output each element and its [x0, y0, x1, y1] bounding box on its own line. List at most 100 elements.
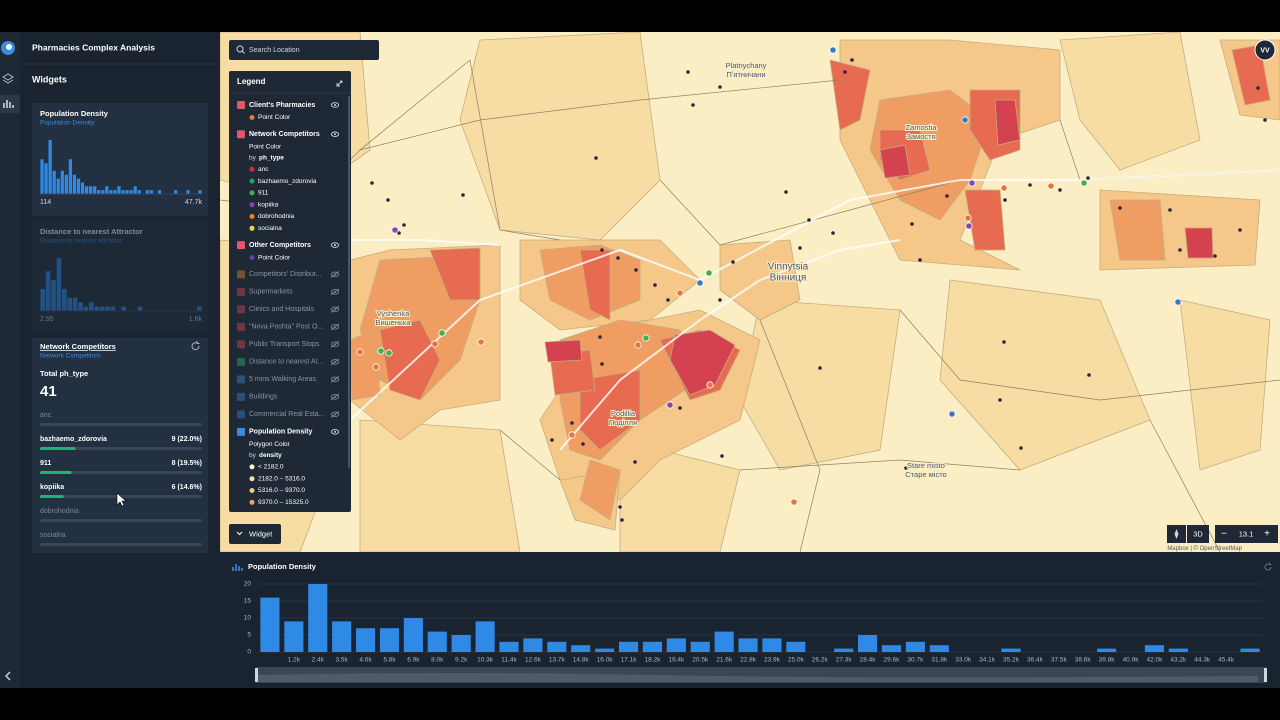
- pharmacy-dot: [385, 349, 393, 357]
- visibility-toggle[interactable]: [330, 429, 340, 435]
- visibility-toggle[interactable]: [330, 102, 340, 108]
- visibility-toggle[interactable]: [330, 306, 340, 313]
- bar[interactable]: [905, 641, 925, 652]
- layer-name[interactable]: Clinics and Hospitals: [249, 306, 314, 313]
- zoom-in[interactable]: +: [1264, 529, 1270, 540]
- widget-button[interactable]: [229, 524, 281, 544]
- mode-button[interactable]: [1187, 525, 1209, 543]
- bar[interactable]: [451, 635, 471, 652]
- bar[interactable]: [260, 597, 280, 652]
- layer-icon: [237, 357, 245, 366]
- x-tick-label: 26.2k: [812, 657, 829, 664]
- bar[interactable]: [834, 648, 854, 652]
- poi-dot: [731, 260, 735, 264]
- x-tick-label: 44.3k: [1194, 657, 1211, 664]
- style-label: Polygon Color: [249, 441, 291, 448]
- bar[interactable]: [1001, 648, 1021, 652]
- layer-name[interactable]: Competitors' Distribut...: [249, 271, 322, 278]
- visibility-toggle[interactable]: [330, 289, 340, 295]
- bar[interactable]: [762, 638, 782, 652]
- range-handle-left[interactable]: [255, 668, 258, 682]
- bar[interactable]: [332, 621, 352, 652]
- visibility-toggle[interactable]: [330, 242, 340, 248]
- bar[interactable]: [738, 638, 758, 652]
- bar[interactable]: [1168, 648, 1188, 652]
- bar[interactable]: [858, 635, 878, 652]
- mini-bar: [60, 170, 64, 194]
- bar[interactable]: [618, 641, 639, 652]
- collapse-button[interactable]: [5, 671, 11, 681]
- bar[interactable]: [571, 645, 591, 652]
- bar[interactable]: [1097, 648, 1117, 652]
- mini-bar: [93, 186, 97, 194]
- layer-name[interactable]: Buildings: [249, 394, 278, 401]
- range-handle-right[interactable]: [1264, 668, 1267, 682]
- bar[interactable]: [690, 641, 710, 652]
- x-tick-label: 5.8k: [383, 657, 396, 664]
- layer-name[interactable]: "Nova Poshta" Post O...: [249, 324, 323, 331]
- bar[interactable]: [642, 641, 662, 652]
- layer-name[interactable]: Population Density: [249, 429, 313, 436]
- layers-icon[interactable]: [2, 73, 14, 84]
- layer-name[interactable]: Supermarkets: [249, 289, 293, 296]
- layer-name[interactable]: Other Competitors: [249, 242, 311, 249]
- bar[interactable]: [547, 641, 567, 652]
- visibility-toggle[interactable]: [330, 324, 340, 330]
- bar[interactable]: [523, 638, 543, 652]
- widget-subtitle: Network Competitors: [40, 353, 101, 360]
- visibility-toggle[interactable]: [330, 271, 340, 278]
- category-name: socialna: [40, 532, 66, 539]
- layer-name[interactable]: Public Transport Stops: [249, 341, 320, 348]
- poi-dot: [998, 398, 1002, 402]
- legend-title: Legend: [237, 77, 266, 86]
- legend-swatch: [249, 488, 255, 493]
- avatar[interactable]: [1254, 39, 1276, 61]
- bar[interactable]: [427, 631, 447, 652]
- bar[interactable]: [499, 641, 519, 652]
- bar[interactable]: [786, 641, 806, 652]
- visibility-toggle[interactable]: [330, 131, 340, 138]
- poi-dot: [784, 190, 788, 194]
- refresh-icon[interactable]: [191, 341, 200, 351]
- poi-dot: [594, 156, 598, 160]
- bar[interactable]: [356, 628, 376, 652]
- layer-name[interactable]: Network Competitors: [249, 131, 320, 138]
- visibility-toggle[interactable]: [330, 411, 340, 418]
- layer-name[interactable]: 5 mins Walking Areas: [249, 376, 317, 383]
- search-box[interactable]: [229, 40, 379, 60]
- layer-name[interactable]: Distance to nearest At...: [249, 359, 323, 366]
- bar[interactable]: [403, 618, 423, 652]
- bar[interactable]: [284, 621, 304, 652]
- mini-bar: [94, 306, 99, 311]
- mini-bar: [113, 190, 117, 194]
- zoom-out[interactable]: −: [1221, 529, 1227, 540]
- visibility-toggle[interactable]: [330, 394, 340, 400]
- chart-refresh[interactable]: [1264, 562, 1272, 571]
- bar[interactable]: [379, 628, 400, 652]
- widget-title[interactable]: Network Competitors: [40, 342, 116, 351]
- layer-icon: [237, 130, 245, 139]
- bar[interactable]: [475, 621, 495, 652]
- bar[interactable]: [666, 638, 686, 652]
- legend-item: 911: [258, 190, 269, 197]
- mini-bar: [89, 302, 94, 311]
- visibility-toggle[interactable]: [330, 341, 340, 348]
- bar[interactable]: [929, 645, 949, 652]
- by-label: by: [249, 452, 257, 459]
- bar[interactable]: [595, 648, 615, 652]
- layer-name[interactable]: Commercial Real Esta...: [249, 411, 325, 418]
- visibility-toggle[interactable]: [330, 359, 340, 365]
- collapse-icon[interactable]: [336, 80, 343, 87]
- visibility-toggle[interactable]: [330, 376, 340, 383]
- district: [579, 459, 621, 521]
- bar[interactable]: [714, 631, 734, 652]
- bar[interactable]: [308, 584, 328, 652]
- mini-bar: [121, 306, 126, 311]
- layer-name[interactable]: Client's Pharmacies: [249, 102, 315, 109]
- bar[interactable]: [881, 645, 902, 652]
- mini-bar: [149, 190, 153, 194]
- bar[interactable]: [1144, 645, 1164, 652]
- bar[interactable]: [1240, 648, 1260, 652]
- x-tick-label: 40.9k: [1123, 657, 1140, 664]
